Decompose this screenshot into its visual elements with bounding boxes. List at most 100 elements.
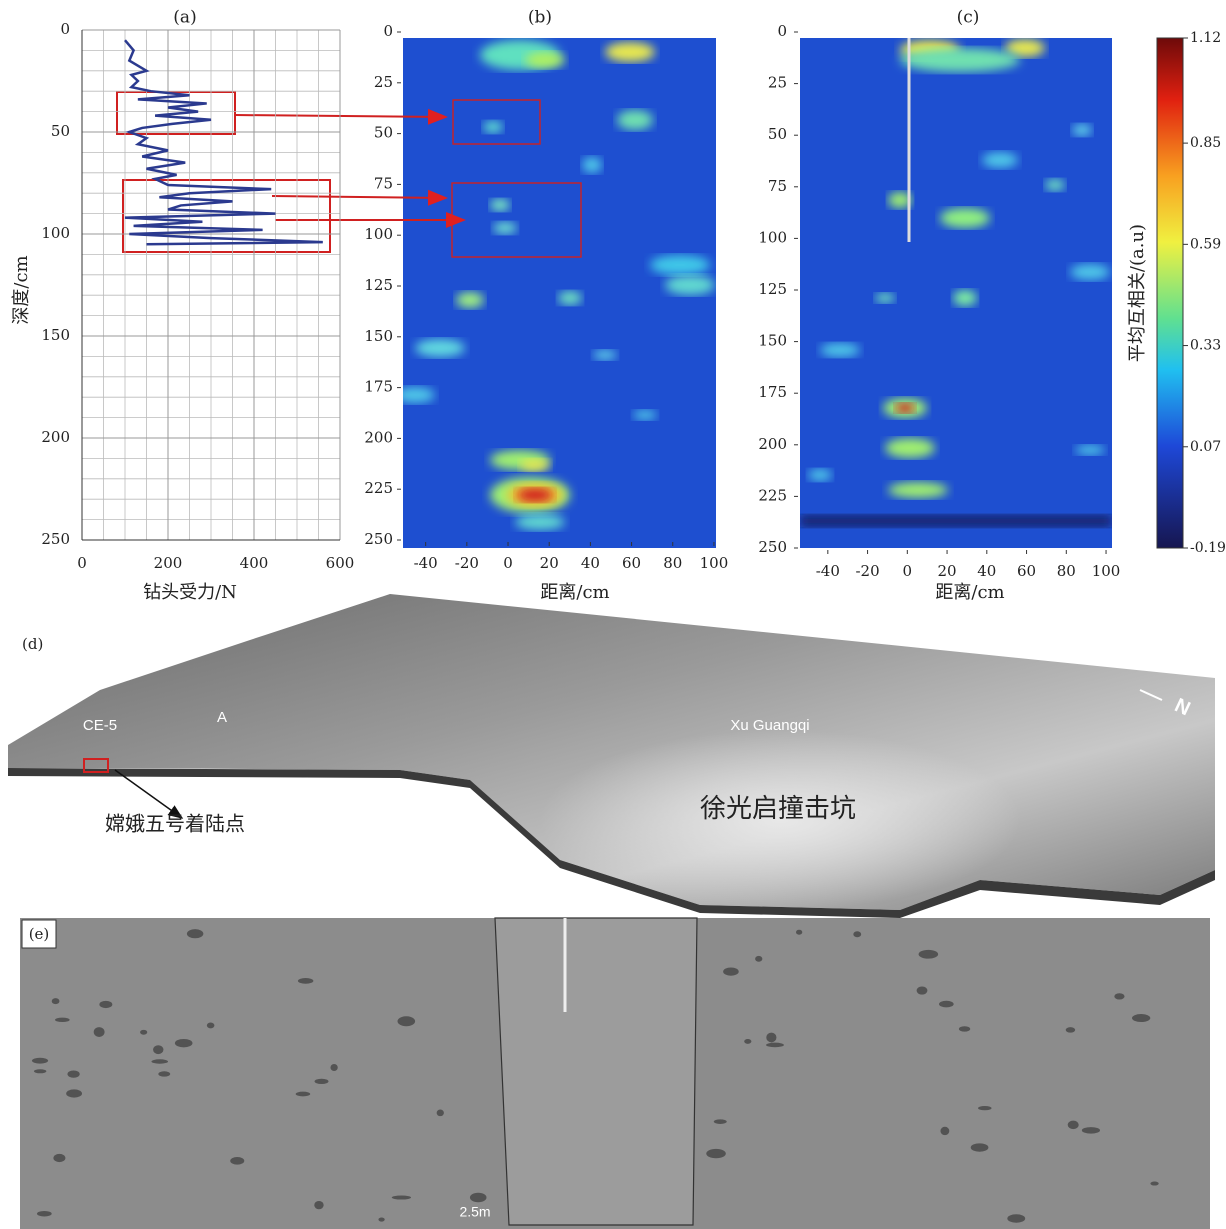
blob xyxy=(895,403,915,413)
blob xyxy=(1072,124,1092,136)
rock xyxy=(766,1043,784,1048)
x-tick-label: 20 xyxy=(938,562,957,580)
rock xyxy=(392,1196,411,1200)
rock xyxy=(153,1045,163,1054)
rock xyxy=(175,1039,193,1047)
y-tick-label: 150 xyxy=(758,332,787,350)
colorbar-tick-label: 1.12 xyxy=(1190,30,1221,46)
blob xyxy=(1070,264,1110,280)
rock xyxy=(52,998,60,1004)
rock xyxy=(853,931,861,937)
rock xyxy=(230,1157,244,1165)
crater-name: Xu Guangqi xyxy=(730,717,809,734)
blob xyxy=(558,291,582,305)
y-tick-label: 200 xyxy=(41,428,70,446)
rock xyxy=(755,956,762,962)
blob xyxy=(525,52,565,68)
heatmap-bg xyxy=(403,38,716,548)
x-tick-label: 40 xyxy=(977,562,996,580)
blob xyxy=(875,293,895,303)
blob xyxy=(633,410,657,420)
rock xyxy=(298,978,313,984)
rock xyxy=(53,1154,65,1162)
rock xyxy=(378,1218,384,1222)
rock xyxy=(187,929,203,938)
y-tick-label: 200 xyxy=(758,435,787,453)
x-tick-label: 0 xyxy=(903,562,913,580)
y-tick-label: 0 xyxy=(383,22,393,40)
rock xyxy=(1150,1182,1158,1186)
blob xyxy=(900,48,1020,72)
y-tick-label: 25 xyxy=(374,73,393,91)
blob xyxy=(515,514,565,530)
blob xyxy=(650,255,710,275)
x-tick-label: 60 xyxy=(622,554,641,572)
blob xyxy=(490,199,510,211)
rock xyxy=(314,1201,323,1209)
y-tick-label: 225 xyxy=(364,479,393,497)
x-tick-label: -20 xyxy=(855,562,879,580)
rock xyxy=(940,1127,949,1135)
panel-title: (b) xyxy=(528,8,552,28)
rock xyxy=(917,986,928,994)
rock xyxy=(140,1030,147,1035)
y-tick-label: 225 xyxy=(758,486,787,504)
rock xyxy=(470,1193,487,1203)
heatmap-b xyxy=(395,38,716,548)
rock xyxy=(99,1001,112,1008)
x-tick-label: 20 xyxy=(540,554,559,572)
x-tick-label: 400 xyxy=(240,554,269,572)
x-tick-label: 40 xyxy=(581,554,600,572)
colorbar-label: 平均互相关/(a.u) xyxy=(1127,224,1148,362)
y-tick-label: 100 xyxy=(364,225,393,243)
x-tick-label: 60 xyxy=(1017,562,1036,580)
colorbar-tick-label: -0.19 xyxy=(1190,540,1226,556)
radar-footprint xyxy=(495,918,697,1225)
blob xyxy=(665,275,715,295)
blob xyxy=(1045,179,1065,191)
x-tick-label: 100 xyxy=(1092,562,1121,580)
rock xyxy=(796,930,802,935)
blob xyxy=(982,152,1018,168)
rock xyxy=(207,1022,215,1028)
rock xyxy=(939,1001,954,1008)
blob xyxy=(808,469,832,481)
rock xyxy=(1132,1014,1150,1022)
dark-band xyxy=(800,515,1112,527)
blob xyxy=(415,339,465,357)
rock xyxy=(971,1143,989,1151)
blob xyxy=(593,350,617,360)
blob xyxy=(582,157,602,173)
y-tick-label: 75 xyxy=(768,177,787,195)
panel-label: (d) xyxy=(22,635,43,653)
point-label: A xyxy=(217,709,227,726)
y-tick-label: 50 xyxy=(374,124,393,142)
blob xyxy=(605,42,655,62)
panel-label: (e) xyxy=(29,925,50,943)
rock xyxy=(34,1069,46,1073)
landing-label: 嫦娥五号着陆点 xyxy=(105,812,245,836)
y-tick-label: 175 xyxy=(364,378,393,396)
blob xyxy=(953,290,977,306)
panel-title: (c) xyxy=(957,8,980,28)
rock xyxy=(1007,1214,1025,1223)
site-label: CE-5 xyxy=(83,717,117,734)
x-tick-label: 0 xyxy=(503,554,513,572)
y-tick-label: 250 xyxy=(758,538,787,556)
blob xyxy=(617,110,653,130)
rock xyxy=(32,1058,48,1064)
rock xyxy=(151,1059,168,1063)
rock xyxy=(766,1033,776,1043)
x-tick-label: 80 xyxy=(1057,562,1076,580)
rock xyxy=(978,1106,992,1110)
y-axis-label: 深度/cm xyxy=(11,255,32,324)
y-tick-label: 150 xyxy=(41,326,70,344)
y-tick-label: 0 xyxy=(777,22,787,40)
y-tick-label: 0 xyxy=(60,20,70,38)
x-tick-label: 100 xyxy=(700,554,729,572)
y-tick-label: 250 xyxy=(364,530,393,548)
rock xyxy=(37,1211,52,1216)
rock xyxy=(1066,1027,1075,1032)
y-tick-label: 100 xyxy=(41,224,70,242)
y-tick-label: 175 xyxy=(758,383,787,401)
